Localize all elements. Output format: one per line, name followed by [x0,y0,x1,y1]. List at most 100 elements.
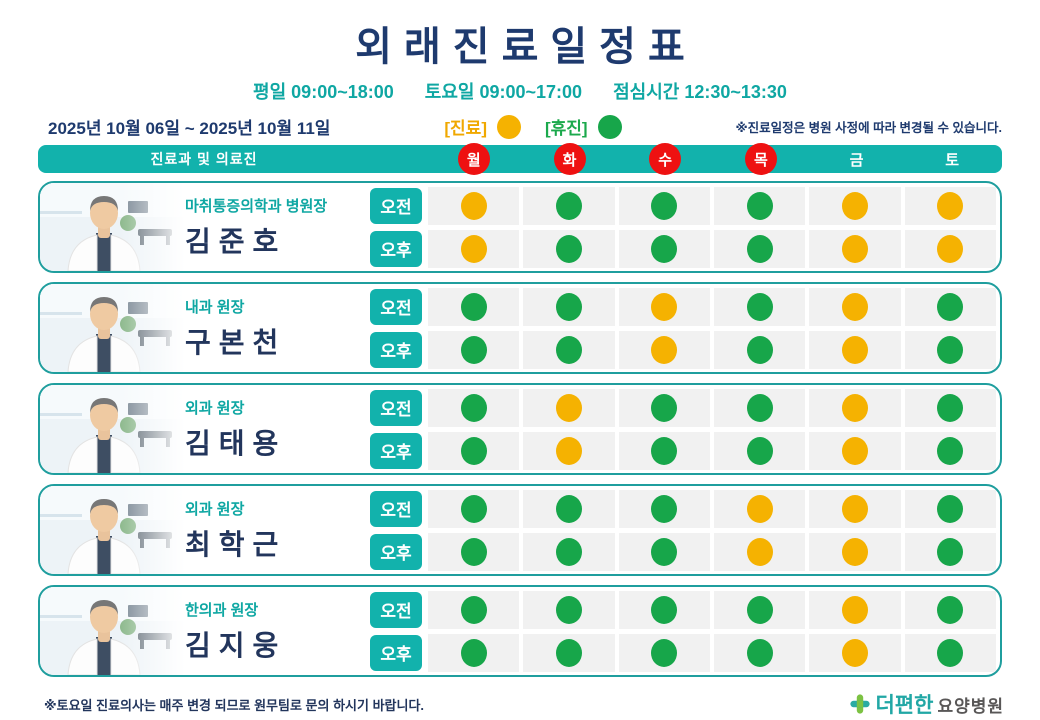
doctor-dept: 내과 원장 [185,298,245,316]
doctor-info: 한의과 원장 김지웅 [185,599,370,664]
schedule-cell [713,431,806,470]
day-headers: 월 화 수 목 금 토 [428,143,1002,175]
schedule-cell [713,330,806,369]
schedule-cell [809,532,901,571]
schedule-cell [904,633,996,672]
status-dot-icon [460,638,487,667]
pm-row: 오후 [370,330,996,369]
day-header-fri: 금 [811,143,903,175]
status-dot-icon [651,537,678,566]
schedule-cell [809,590,901,629]
day-marker-icon: 화 [553,143,586,175]
am-badge: 오전 [370,288,422,325]
schedule-cell [809,229,901,268]
schedule-cell [618,431,710,470]
doctor-info: 외과 원장 김태용 [185,397,370,462]
am-cells [428,186,996,225]
doctor-info: 외과 원장 최학근 [185,498,370,563]
doctor-card: 한의과 원장 김지웅 오전 오후 [38,585,1002,677]
schedule-cell [428,633,520,672]
status-dot-icon [841,234,868,263]
status-dot-icon [746,393,773,422]
pm-cells [428,431,996,470]
status-dot-icon [555,436,582,465]
status-dot-icon [555,335,582,364]
doctor-photo [40,486,185,574]
status-dot-icon [746,234,773,263]
doctor-dept: 외과 원장 [185,500,245,518]
photo-fade [40,284,185,372]
doctor-name: 김지웅 [185,629,287,661]
saturday-notice: ※토요일 진료의사는 매주 변경 되므로 원무팀로 문의 하시기 바랍니다. [44,697,425,713]
schedule-cell [713,590,806,629]
status-legend: [진료] [휴진] [444,114,622,139]
schedule-cell [428,287,520,326]
doctor-photo [40,385,185,473]
status-dot-icon [746,537,773,566]
status-dot-icon [460,335,487,364]
cross-logo-icon [850,694,871,714]
pm-cells [428,532,996,571]
day-header-mon: 월 [428,143,520,175]
schedule-cell [904,186,996,225]
doctor-schedule: 오전 오후 [370,388,1000,470]
doctor-photo [40,587,185,675]
day-header-thu: 목 [715,143,807,175]
status-dot-icon [937,191,964,220]
status-dot-icon [746,494,773,523]
status-dot-icon [555,638,582,667]
photo-fade [40,183,185,271]
schedule-cell [713,287,806,326]
schedule-cell [809,633,901,672]
status-dot-icon [746,191,773,220]
am-cells [428,388,996,427]
pm-badge: 오후 [370,230,422,267]
status-dot-icon [460,393,487,422]
saturday-hours: 토요일 09:00~17:00 [424,82,583,102]
status-dot-icon [460,595,487,624]
status-dot-icon [841,494,868,523]
status-dot-icon [746,335,773,364]
status-dot-icon [460,436,487,465]
pm-cells [428,633,996,672]
am-row: 오전 [370,287,996,326]
legend-open-label: [진료] [444,119,487,138]
doctor-name: 구본천 [185,326,287,358]
schedule-cell [713,388,806,427]
day-header-wed: 수 [619,143,711,175]
doctor-card: 내과 원장 구본천 오전 오후 [38,282,1002,374]
status-dot-icon [841,595,868,624]
schedule-cell [618,186,710,225]
status-dot-icon [651,638,678,667]
schedule-cell [523,186,615,225]
pm-cells [428,229,996,268]
am-row: 오전 [370,590,996,629]
schedule-period: 2025년 10월 06일 ~ 2025년 10월 11일 [48,119,331,138]
day-header-sat: 토 [906,143,998,175]
day-marker-icon: 수 [649,143,682,175]
legend-off-dot-icon [597,114,622,139]
status-dot-icon [651,335,678,364]
am-cells [428,287,996,326]
status-dot-icon [460,537,487,566]
am-cells [428,489,996,528]
status-dot-icon [841,638,868,667]
status-dot-icon [555,537,582,566]
status-dot-icon [651,436,678,465]
clinic-hours: 평일 09:00~18:00 토요일 09:00~17:00 점심시간 12:3… [0,78,1040,104]
schedule-cell [523,431,615,470]
hospital-name-primary: 더편한 [875,694,934,717]
doctor-dept: 마취통증의학과 병원장 [185,197,328,215]
doctor-name: 김준호 [185,225,287,257]
schedule-cell [904,330,996,369]
pm-badge: 오후 [370,533,422,570]
schedule-cell [523,590,615,629]
schedule-cell [809,287,901,326]
am-badge: 오전 [370,591,422,628]
am-badge: 오전 [370,490,422,527]
schedule-cell [713,229,806,268]
status-dot-icon [651,494,678,523]
doctor-dept: 외과 원장 [185,399,245,417]
hospital-name-secondary: 요양병원 [937,696,1004,716]
